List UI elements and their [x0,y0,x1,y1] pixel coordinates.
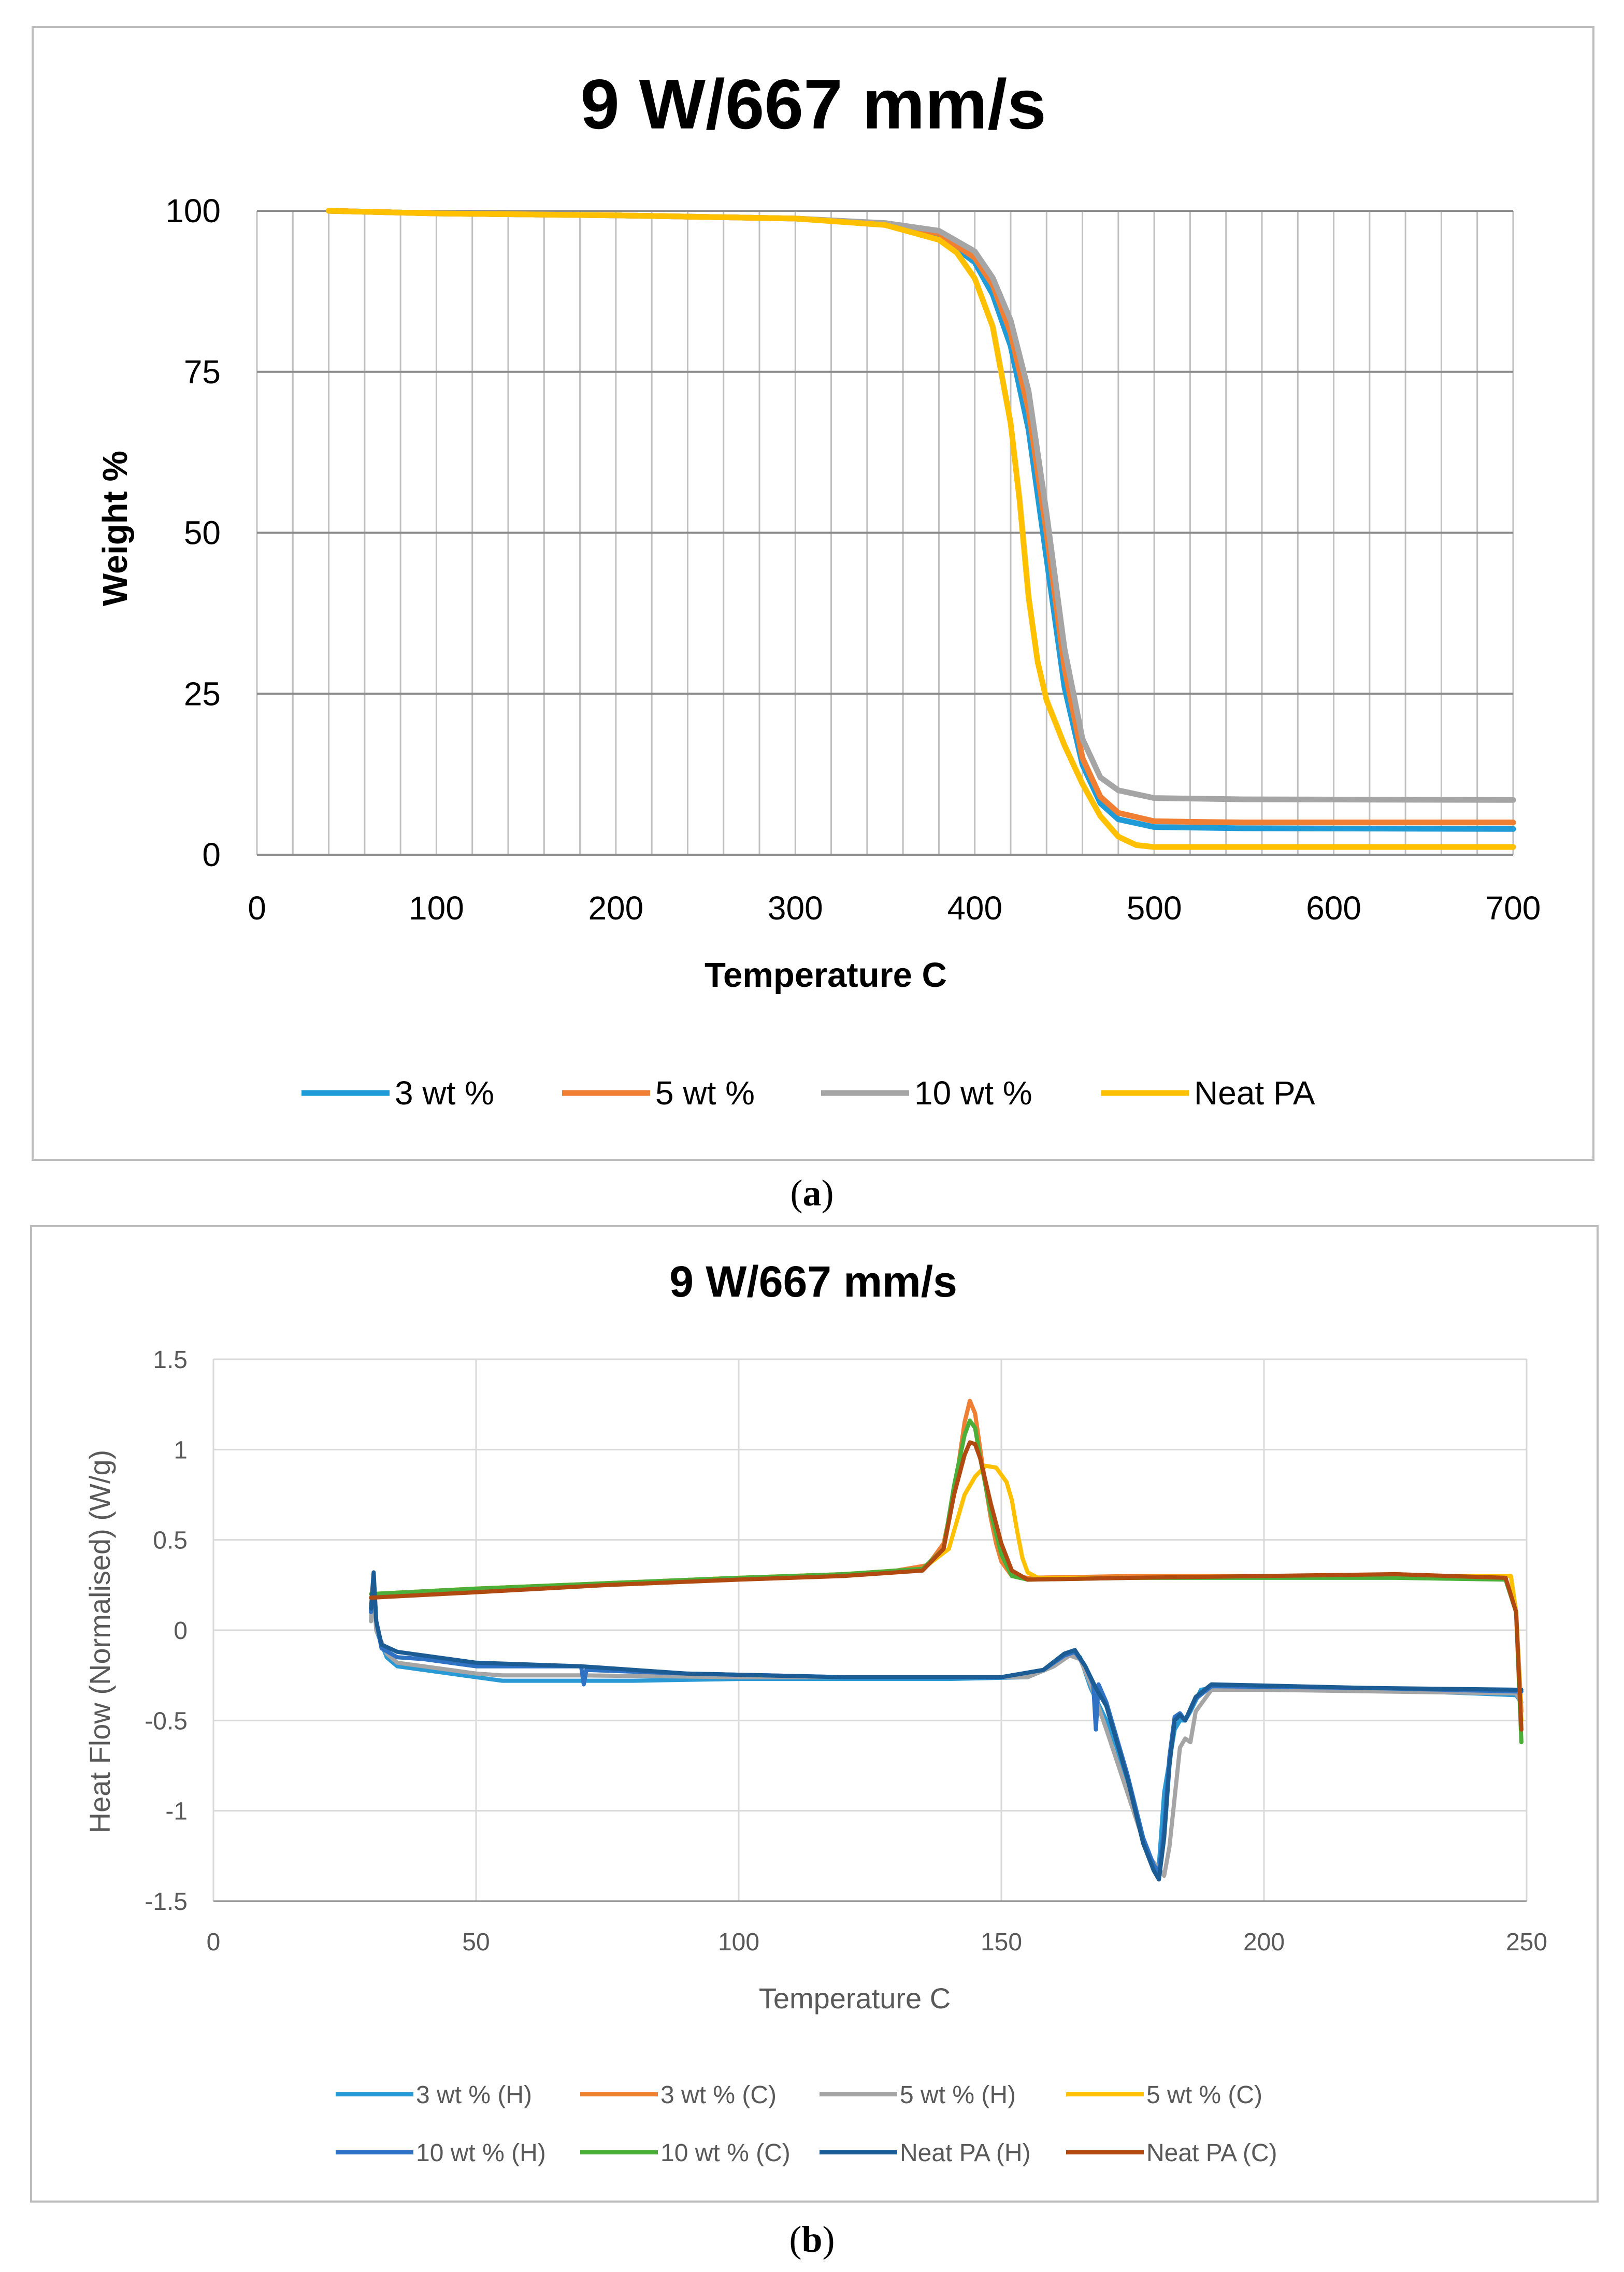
legend-label-5-wt: 5 wt % [655,1074,755,1112]
panel-b-grid [212,1358,1528,1902]
panel-b-x-axis-label: Temperature C [759,1982,951,2015]
panel-a-x-tick-label: 300 [768,889,823,927]
series-line-neat-pa-h [369,1570,1524,1882]
panel-b-x-tick-label: 150 [981,1929,1022,1956]
panel-b-y-tick-label: 1 [174,1436,188,1464]
panel-a-x-tick-label: 600 [1306,889,1361,927]
caption-b-letter: b [801,2219,823,2260]
series-line-neat-pa [326,208,1516,850]
panel-a-x-tick-label: 0 [248,889,266,927]
panel-a-y-tick-label: 0 [202,836,221,873]
legend-label-neat-pa-c: Neat PA (C) [1146,2139,1277,2167]
panel-b-x-tick-label: 100 [718,1929,759,1956]
panel-b-tick-labels: 0 50 100 150 200 250 -1.5 -1 -0.5 0 0.5 1 1.5 [145,1346,1547,1956]
panel-a-x-tick-label: 400 [947,889,1002,927]
legend-label-10-wt-c: 10 wt % (C) [660,2139,791,2167]
panel-b-series [369,1399,1524,1882]
panel-a-y-axis-label: Weight % [96,451,135,606]
panel-b-y-tick-label: 0 [174,1617,188,1645]
legend-label-5-wt-h: 5 wt % (H) [900,2081,1016,2109]
panel-a-legend: 3 wt % 5 wt % 10 wt % Neat PA [301,1074,1315,1112]
panel-a-y-tick-label: 75 [184,353,221,391]
panel-a-y-tick-label: 100 [165,192,221,229]
panel-b-x-tick-label: 200 [1243,1929,1285,1956]
panel-b-y-tick-label: -0.5 [145,1707,188,1735]
caption-a-letter: a [802,1172,822,1214]
panel-a-x-tick-label: 200 [588,889,643,927]
caption-b: (b) [789,2219,835,2260]
legend-label-10-wt-h: 10 wt % (H) [416,2139,546,2167]
panel-a-weight-chart: 9 W/667 mm/s 0 100 200 300 400 500 600 700 0 25 50… [32,26,1594,1161]
panel-a-x-tick-label: 100 [409,889,464,927]
panel-a-title: 9 W/667 mm/s [580,65,1046,143]
panel-a-series [326,208,1516,850]
panel-b-x-tick-label: 50 [462,1929,490,1956]
panel-a-x-tick-label: 500 [1127,889,1182,927]
legend-label-3-wt: 3 wt % [395,1074,494,1112]
panel-b-y-axis-label: Heat Flow (Normalised) (W/g) [83,1450,116,1834]
panel-b-y-tick-label: 1.5 [153,1346,188,1374]
panel-a-tick-labels: 0 100 200 300 400 500 600 700 0 25 50 75 100 [165,192,1541,927]
panel-b-heatflow-chart: 9 W/667 mm/s 0 50 100 150 200 250-1.5-1-0.500… [30,1225,1599,2203]
legend-label-5-wt-c: 5 wt % (C) [1146,2081,1262,2109]
panel-b-legend: 3 wt % (H) 3 wt % (C) 5 wt % (H) 5 wt % (C)… [336,2081,1277,2167]
panel-a-y-tick-label: 25 [184,675,221,712]
panel-b-x-tick-label: 0 [207,1929,221,1956]
legend-label-neat-pa: Neat PA [1194,1074,1315,1112]
legend-label-10-wt: 10 wt % [914,1074,1032,1112]
panel-b-x-tick-label: 250 [1506,1929,1547,1956]
series-line-5-wt-h [369,1588,1524,1878]
caption-a: (a) [790,1172,834,1214]
legend-label-neat-pa-h: Neat PA (H) [900,2139,1031,2167]
panel-b-title: 9 W/667 mm/s [669,1257,957,1306]
panel-b-y-tick-label: 0.5 [153,1527,188,1555]
panel-b-y-tick-label: -1.5 [145,1888,188,1916]
legend-label-3-wt-c: 3 wt % (C) [660,2081,777,2109]
panel-a-y-tick-label: 50 [184,514,221,552]
panel-a-x-tick-label: 700 [1486,889,1541,927]
panel-b-y-tick-label: -1 [165,1798,188,1825]
series-line-neat-pa-c [369,1440,1524,1732]
panel-b-frame [30,1225,1599,2203]
panel-a-grid [256,210,1514,856]
legend-label-3-wt-h: 3 wt % (H) [416,2081,532,2109]
panel-a-x-axis-label: Temperature C [705,956,947,995]
